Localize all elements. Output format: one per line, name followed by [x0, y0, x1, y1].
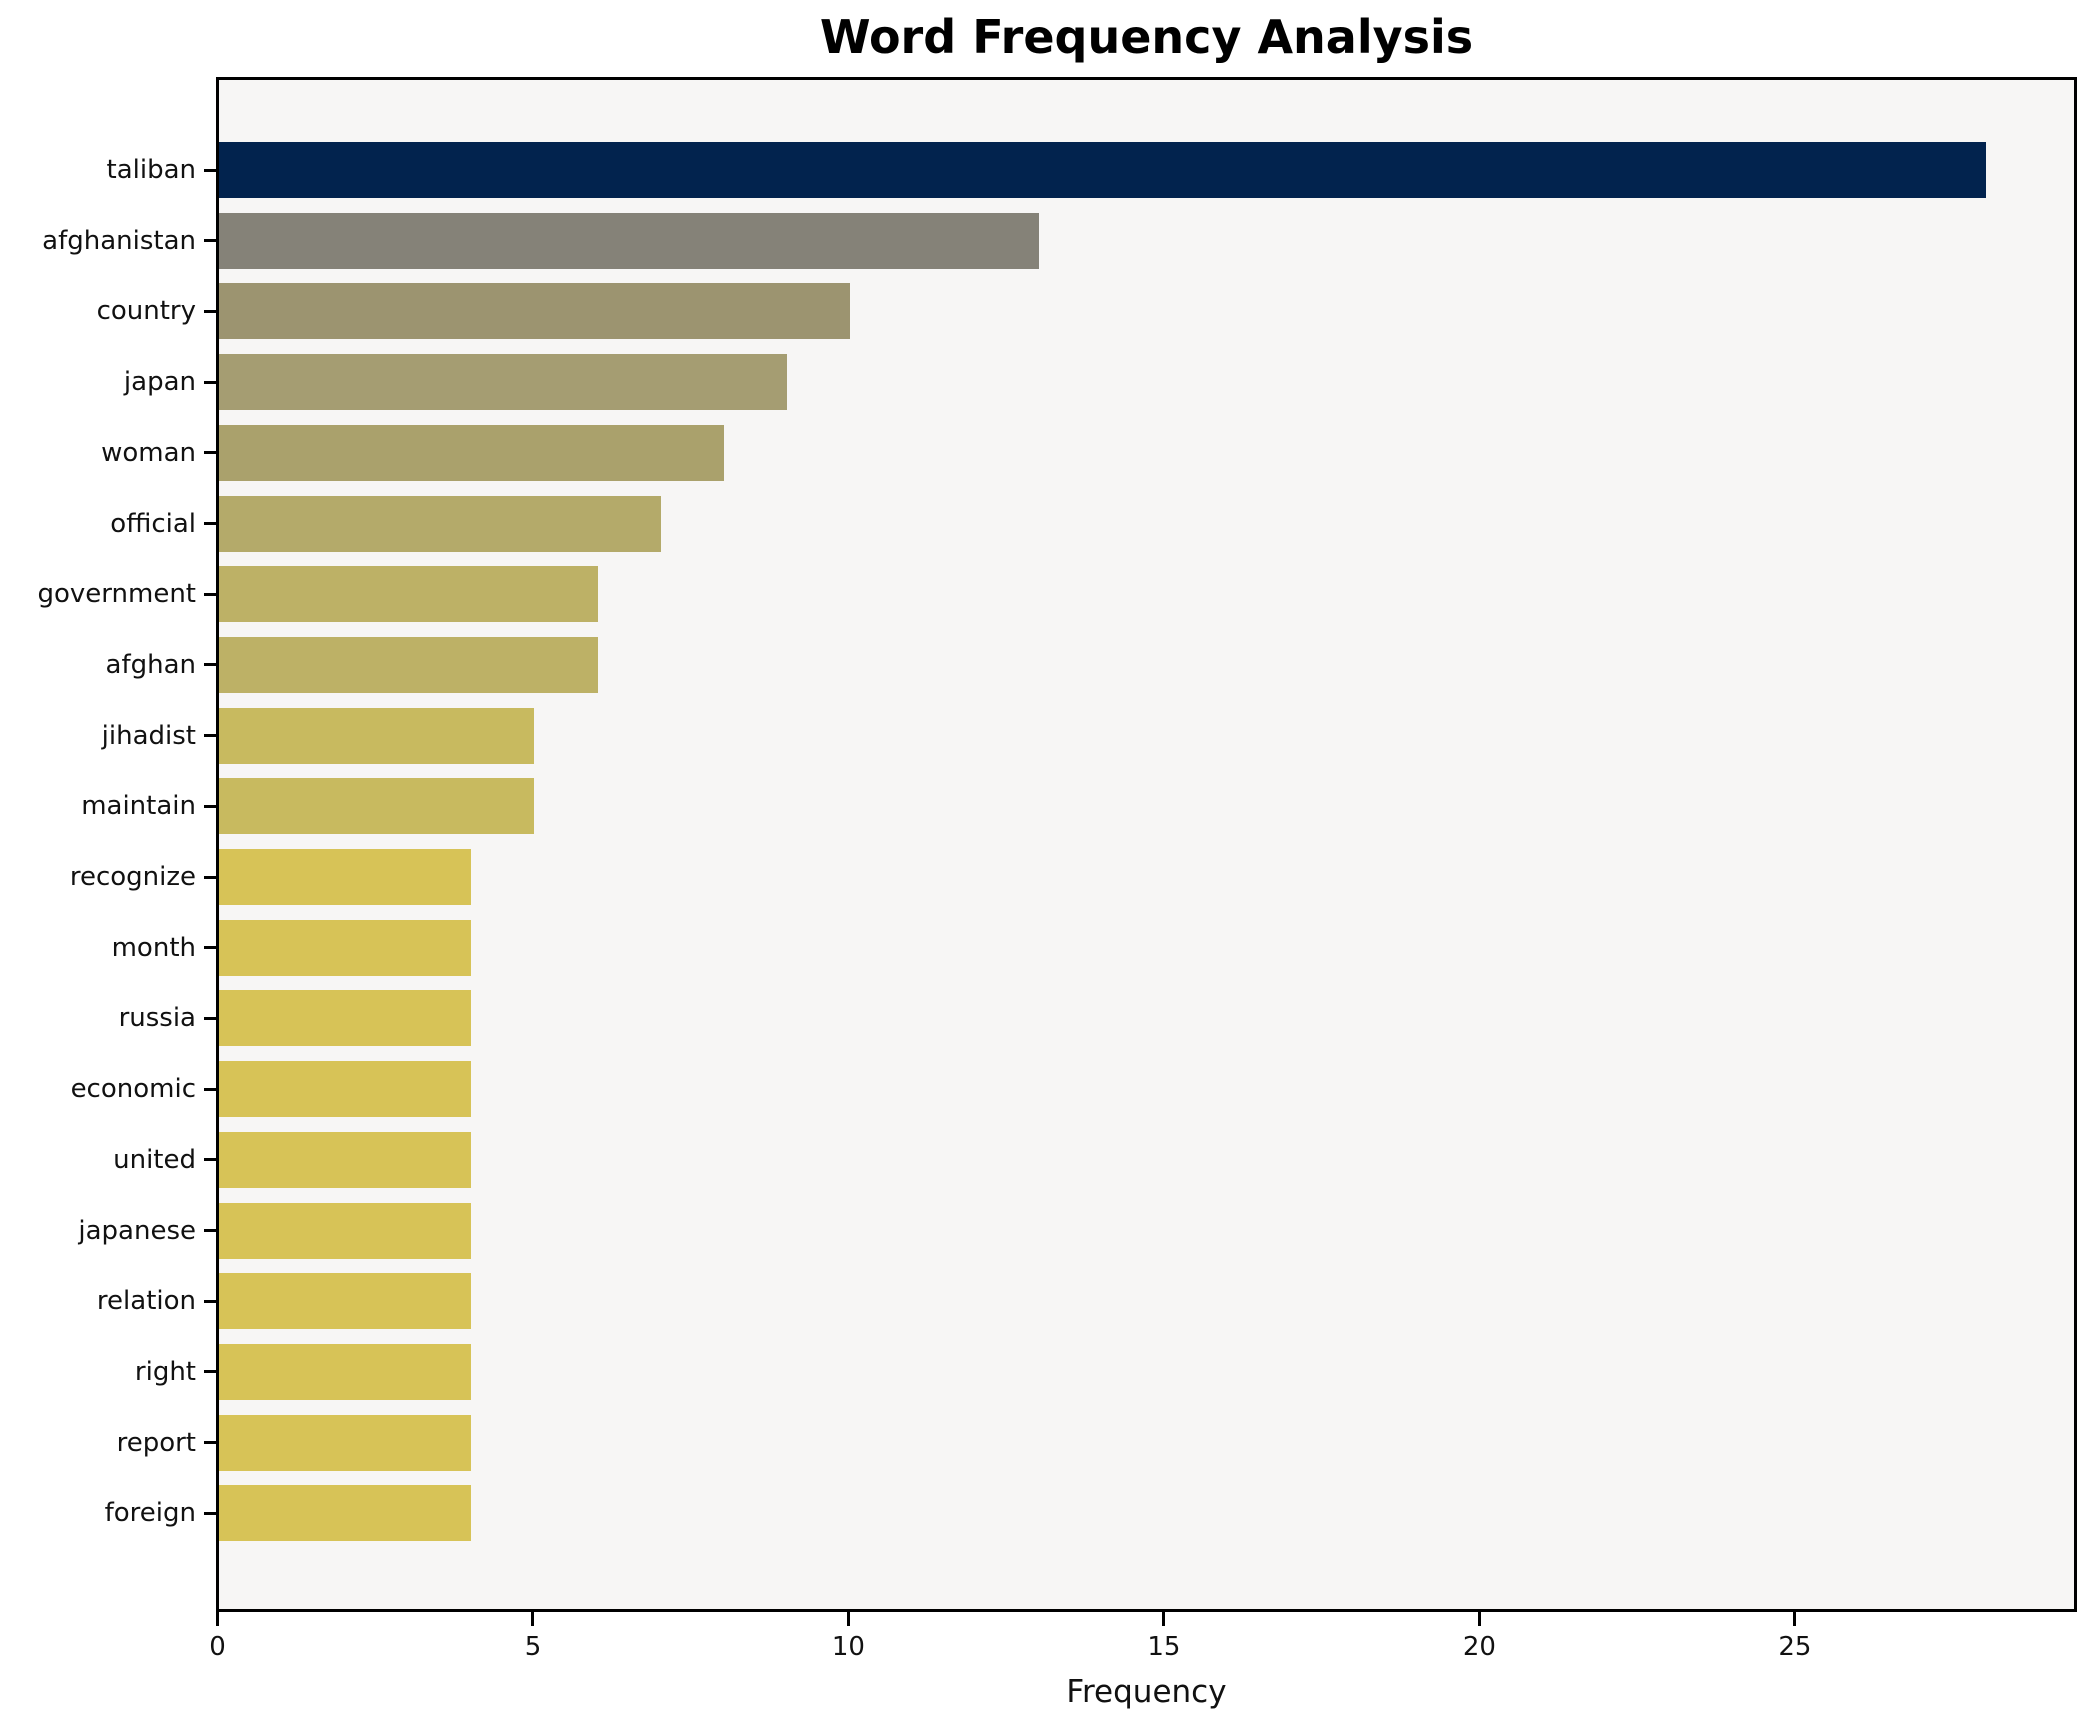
- y-tick-label-taliban: taliban: [106, 155, 197, 185]
- bar-taliban: [219, 142, 1986, 198]
- y-tick-label-country: country: [96, 296, 196, 327]
- y-tick-label-japanese: japanese: [78, 1215, 196, 1246]
- x-tick-mark: [1477, 1612, 1481, 1626]
- y-tick-mark: [204, 734, 216, 738]
- x-tick-label: 5: [524, 1632, 542, 1662]
- x-tick-label: 25: [1778, 1632, 1812, 1662]
- y-tick-mark: [204, 1016, 216, 1020]
- y-tick-label-economic: economic: [70, 1074, 196, 1105]
- x-tick-label: 20: [1462, 1632, 1496, 1662]
- y-tick-mark: [204, 1441, 216, 1445]
- y-tick-label-russia: russia: [118, 1003, 196, 1034]
- y-tick-mark: [204, 522, 216, 525]
- y-tick-label-official: official: [110, 508, 196, 539]
- bar-government: [219, 566, 598, 623]
- y-tick-mark: [204, 168, 216, 172]
- y-tick-label-maintain: maintain: [81, 791, 196, 822]
- y-tick-label-jihadist: jihadist: [101, 720, 196, 751]
- y-tick-mark: [204, 1370, 216, 1374]
- y-tick-label-relation: relation: [96, 1286, 196, 1317]
- y-tick-label-woman: woman: [101, 437, 196, 468]
- bar-economic: [219, 1061, 472, 1118]
- bar-japanese: [219, 1202, 472, 1259]
- y-tick-label-recognize: recognize: [69, 862, 196, 892]
- x-tick-mark: [1162, 1612, 1166, 1626]
- y-tick-mark: [204, 1229, 216, 1232]
- x-tick-label: 0: [209, 1632, 226, 1662]
- y-tick-mark: [204, 1511, 216, 1515]
- bar-relation: [219, 1273, 472, 1330]
- bar-country: [219, 283, 850, 340]
- x-tick-mark: [1793, 1612, 1797, 1626]
- y-tick-mark: [204, 663, 216, 667]
- bar-month: [219, 919, 472, 976]
- bar-jihadist: [219, 707, 535, 764]
- x-tick-label: 15: [1147, 1632, 1181, 1662]
- x-tick-label: 10: [831, 1632, 865, 1662]
- y-tick-label-afghan: afghan: [105, 649, 196, 680]
- x-axis-title: Frequency: [1066, 1674, 1227, 1710]
- y-tick-label-foreign: foreign: [104, 1498, 196, 1529]
- y-tick-mark: [204, 1158, 216, 1162]
- y-tick-label-united: united: [113, 1144, 196, 1175]
- x-tick-mark: [216, 1612, 219, 1626]
- bar-woman: [219, 424, 724, 481]
- y-tick-mark: [204, 1087, 216, 1091]
- x-tick-mark: [846, 1612, 850, 1626]
- bar-foreign: [219, 1485, 472, 1542]
- bar-afghanistan: [219, 212, 1040, 269]
- bar-japan: [219, 354, 787, 411]
- bar-united: [219, 1131, 472, 1188]
- bar-official: [219, 495, 661, 552]
- y-tick-label-japan: japan: [123, 367, 196, 398]
- bar-russia: [219, 990, 472, 1047]
- y-tick-label-report: report: [116, 1427, 196, 1458]
- y-tick-label-right: right: [134, 1356, 196, 1387]
- y-tick-mark: [204, 309, 216, 313]
- y-tick-mark: [204, 1299, 216, 1303]
- bar-report: [219, 1414, 472, 1471]
- x-tick-mark: [531, 1612, 535, 1626]
- y-tick-mark: [204, 451, 216, 455]
- y-tick-mark: [204, 380, 216, 384]
- y-tick-label-month: month: [111, 932, 196, 963]
- y-tick-mark: [204, 875, 216, 879]
- y-tick-mark: [204, 804, 216, 808]
- bar-afghan: [219, 636, 598, 693]
- plot-area: [216, 77, 2077, 1612]
- bar-right: [219, 1343, 472, 1400]
- y-tick-label-government: government: [37, 579, 196, 610]
- y-tick-label-afghanistan: afghanistan: [42, 225, 196, 256]
- y-tick-mark: [204, 946, 216, 950]
- chart-title: Word Frequency Analysis: [819, 10, 1474, 64]
- bar-recognize: [219, 849, 472, 905]
- y-tick-mark: [204, 592, 216, 596]
- y-tick-mark: [204, 239, 216, 243]
- bar-maintain: [219, 778, 535, 835]
